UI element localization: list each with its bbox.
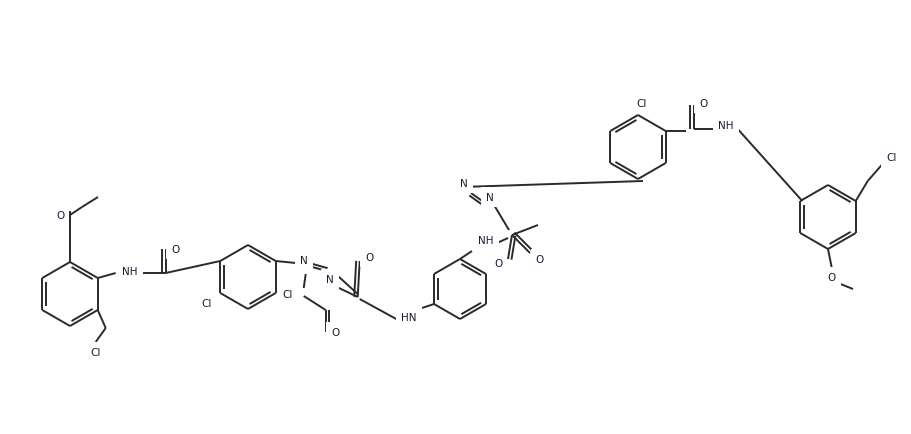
Text: Cl: Cl [282,289,293,299]
Text: O: O [332,327,340,337]
Text: Cl: Cl [637,99,647,109]
Text: O: O [365,253,374,263]
Text: Cl: Cl [90,347,101,357]
Text: HN: HN [401,312,416,322]
Text: O: O [700,99,708,109]
Text: Cl: Cl [886,153,897,163]
Text: N: N [300,256,308,265]
Text: NH: NH [478,236,494,246]
Text: O: O [56,210,64,220]
Text: N: N [486,193,494,203]
Text: O: O [828,273,836,283]
Text: N: N [460,178,468,188]
Text: Cl: Cl [201,298,211,308]
Text: NH: NH [122,266,138,276]
Text: NH: NH [718,121,733,131]
Text: O: O [171,244,179,254]
Text: O: O [536,254,544,264]
Text: N: N [326,274,333,284]
Text: O: O [494,258,502,268]
